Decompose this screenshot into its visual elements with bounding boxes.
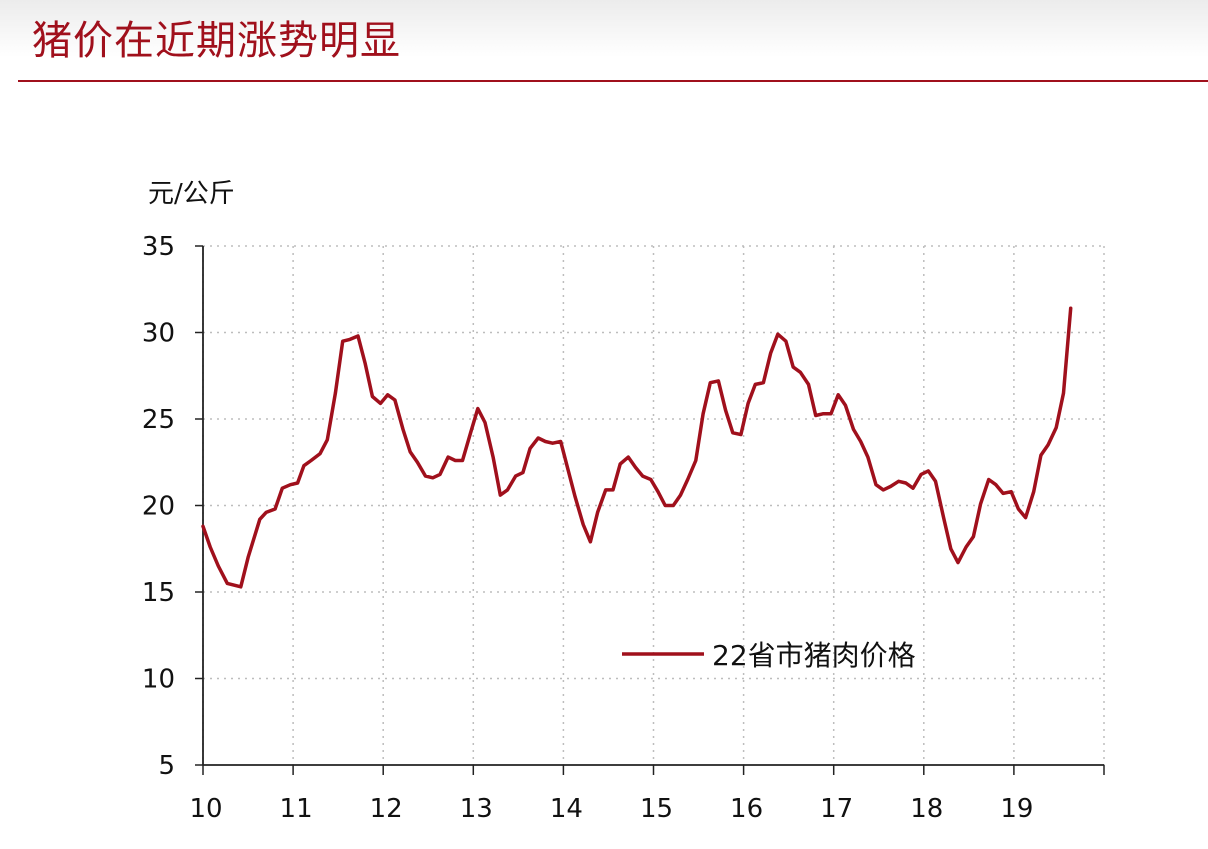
x-tick-label: 16 xyxy=(730,794,763,824)
y-tick-label: 30 xyxy=(142,319,175,349)
x-tick-label: 18 xyxy=(910,794,943,824)
y-tick-label: 5 xyxy=(158,751,175,781)
y-tick-label: 35 xyxy=(142,232,175,262)
y-axis-unit-label: 元/公斤 xyxy=(148,179,235,209)
y-tick-label: 25 xyxy=(142,405,175,435)
x-tick-label: 12 xyxy=(370,794,403,824)
x-tick-label: 17 xyxy=(820,794,853,824)
x-axis-tick-labels: 10 11 12 13 14 15 16 17 18 19 xyxy=(189,794,1033,824)
x-tick-label: 14 xyxy=(550,794,583,824)
legend: 22省市猪肉价格 xyxy=(622,639,916,672)
x-tick-label: 13 xyxy=(460,794,493,824)
page-title: 猪价在近期涨势明显 xyxy=(32,18,401,64)
x-tick-label: 11 xyxy=(280,794,313,824)
y-tick-label: 10 xyxy=(142,665,175,695)
x-tick-label: 19 xyxy=(1000,794,1033,824)
y-tick-label: 20 xyxy=(142,492,175,522)
y-tick-label: 15 xyxy=(142,578,175,608)
x-tick-label: 10 xyxy=(189,794,222,824)
header-band xyxy=(0,0,1208,82)
y-axis-tick-labels: 5 10 15 20 25 30 35 xyxy=(142,232,175,781)
title-divider xyxy=(18,80,1208,82)
series-line-1 xyxy=(201,306,1073,589)
legend-label: 22省市猪肉价格 xyxy=(712,639,916,672)
grid-lines xyxy=(202,245,1105,765)
x-tick-label: 15 xyxy=(640,794,673,824)
plot-series xyxy=(201,306,1073,589)
axes xyxy=(195,245,1105,775)
